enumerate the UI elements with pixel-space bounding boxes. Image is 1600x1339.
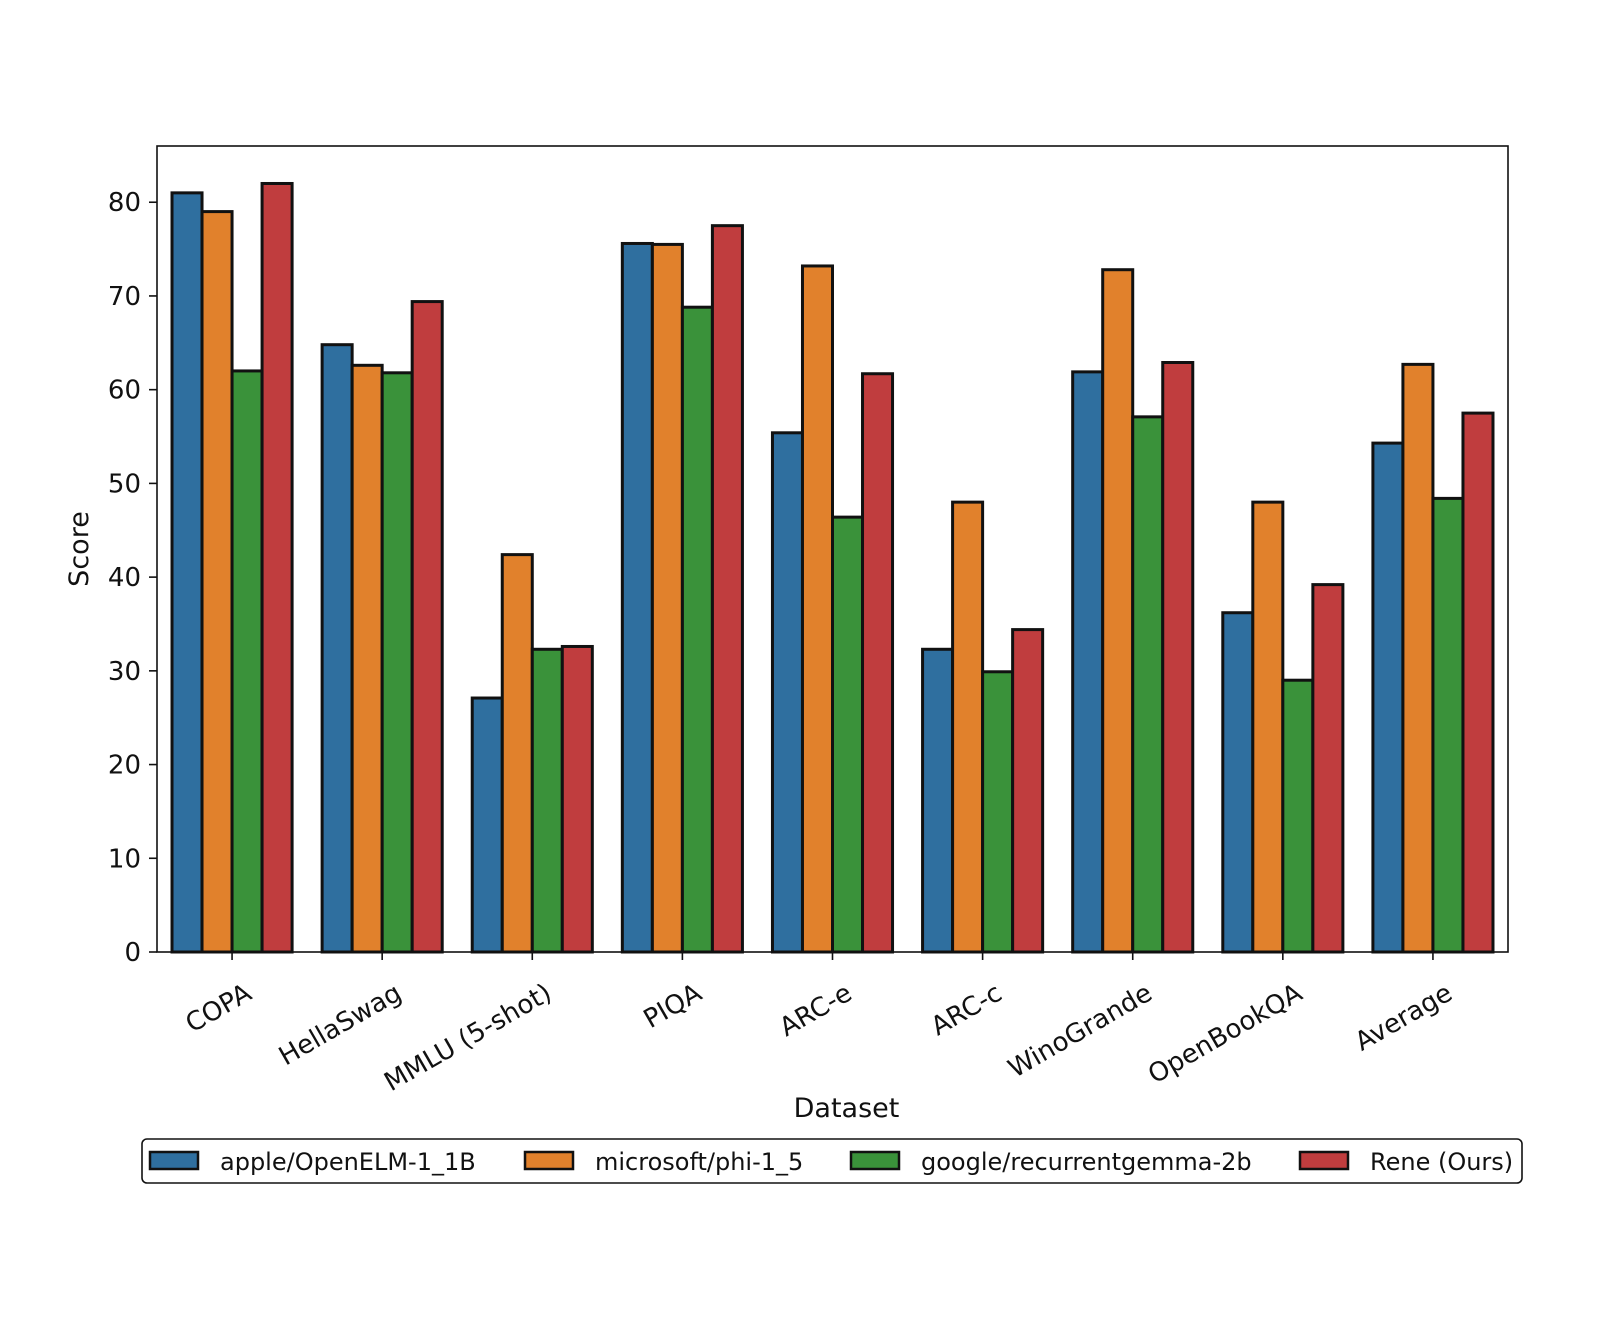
legend-swatch-rene-ours <box>1298 1150 1350 1171</box>
bar-apple-openelm-1-1b-copa <box>170 191 204 954</box>
bar-rene-ours-copa <box>260 181 294 954</box>
bar-google-recurrentgemma-2b-mmlu-5-shot <box>530 647 564 954</box>
legend-swatch-apple-openelm-1-1b <box>148 1150 200 1171</box>
y-tick-label: 40 <box>108 563 141 593</box>
legend-swatch-google-recurrentgemma-2b <box>849 1150 901 1171</box>
y-tick-label: 20 <box>108 751 141 781</box>
legend-label-google-recurrentgemma-2b: google/recurrentgemma-2b <box>921 1148 1252 1176</box>
bar-microsoft-phi-1-5-copa <box>200 210 234 954</box>
bar-google-recurrentgemma-2b-average <box>1431 496 1465 954</box>
bar-google-recurrentgemma-2b-piqa <box>680 305 714 954</box>
bar-microsoft-phi-1-5-piqa <box>650 242 684 954</box>
y-tick-label: 30 <box>108 657 141 687</box>
bar-google-recurrentgemma-2b-arc-e <box>831 515 865 954</box>
bar-rene-ours-arc-e <box>861 372 895 954</box>
bar-rene-ours-average <box>1461 411 1495 954</box>
y-axis: 0 10 20 30 40 50 60 70 80 <box>108 188 157 968</box>
bar-apple-openelm-1-1b-openbookqa <box>1221 611 1255 954</box>
bar-apple-openelm-1-1b-winogrande <box>1071 370 1105 954</box>
bar-apple-openelm-1-1b-average <box>1371 441 1405 954</box>
bar-microsoft-phi-1-5-openbookqa <box>1251 500 1285 954</box>
bar-rene-ours-hellaswag <box>410 300 444 954</box>
y-axis-label: Score <box>64 511 95 587</box>
bar-google-recurrentgemma-2b-winogrande <box>1131 415 1165 954</box>
bar-google-recurrentgemma-2b-hellaswag <box>380 371 414 954</box>
bar-google-recurrentgemma-2b-copa <box>230 369 264 954</box>
bar-microsoft-phi-1-5-arc-e <box>800 264 834 954</box>
bar-microsoft-phi-1-5-winogrande <box>1101 268 1135 954</box>
bar-rene-ours-piqa <box>710 224 744 954</box>
bar-apple-openelm-1-1b-hellaswag <box>320 343 354 954</box>
bar-rene-ours-arc-c <box>1011 628 1045 954</box>
y-tick-label: 10 <box>108 844 141 874</box>
bar-microsoft-phi-1-5-mmlu-5-shot <box>500 553 534 954</box>
bar-apple-openelm-1-1b-piqa <box>620 241 654 954</box>
bar-microsoft-phi-1-5-average <box>1401 362 1435 954</box>
legend-label-apple-openelm-1-1b: apple/OpenELM-1_1B <box>220 1148 476 1176</box>
y-tick-label: 80 <box>108 188 141 218</box>
bar-apple-openelm-1-1b-mmlu-5-shot <box>470 696 504 954</box>
y-tick-label: 70 <box>108 282 141 312</box>
legend-frame <box>141 1138 1523 1184</box>
bar-apple-openelm-1-1b-arc-c <box>921 647 955 954</box>
y-tick-label: 0 <box>124 938 141 968</box>
bar-google-recurrentgemma-2b-openbookqa <box>1281 678 1315 954</box>
legend-swatch-microsoft-phi-1-5 <box>523 1150 575 1171</box>
bar-rene-ours-winogrande <box>1161 361 1195 954</box>
y-tick-label: 50 <box>108 469 141 499</box>
legend: apple/OpenELM-1_1B microsoft/phi-1_5 googl… <box>141 1138 1523 1184</box>
bar-rene-ours-mmlu-5-shot <box>560 644 594 954</box>
bar-microsoft-phi-1-5-hellaswag <box>350 363 384 954</box>
bar-google-recurrentgemma-2b-arc-c <box>981 670 1015 954</box>
bar-apple-openelm-1-1b-arc-e <box>770 431 804 954</box>
bars-group <box>170 181 1495 954</box>
legend-label-rene-ours: Rene (Ours) <box>1370 1148 1513 1176</box>
bar-microsoft-phi-1-5-arc-c <box>951 500 985 954</box>
y-tick-label: 60 <box>108 376 141 406</box>
x-axis-label: Dataset <box>794 1093 900 1124</box>
legend-label-microsoft-phi-1-5: microsoft/phi-1_5 <box>595 1148 803 1176</box>
bar-rene-ours-openbookqa <box>1311 583 1345 954</box>
